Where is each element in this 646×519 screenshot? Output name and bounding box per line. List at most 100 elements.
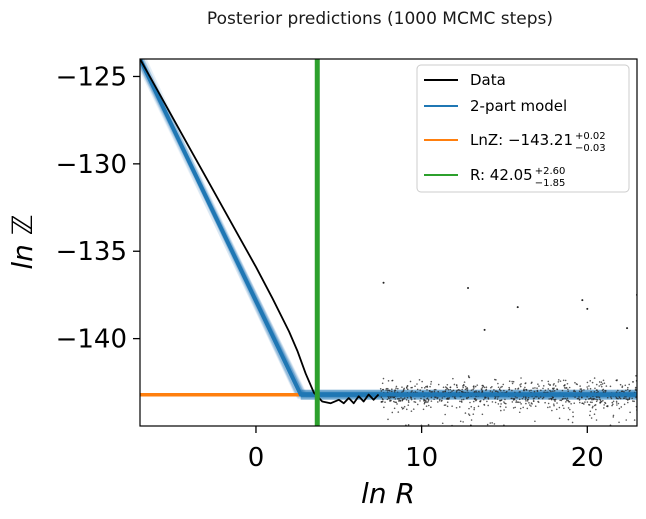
scatter-point bbox=[519, 384, 521, 386]
scatter-point bbox=[595, 383, 598, 386]
scatter-point bbox=[481, 391, 484, 393]
scatter-point bbox=[548, 398, 550, 400]
scatter-point bbox=[599, 401, 602, 403]
scatter-point bbox=[405, 398, 408, 401]
scatter-point bbox=[380, 390, 383, 392]
scatter-point bbox=[427, 399, 430, 401]
scatter-point bbox=[536, 390, 539, 393]
scatter-point bbox=[590, 417, 593, 419]
scatter-point bbox=[474, 397, 477, 400]
scatter-point bbox=[631, 397, 633, 400]
scatter-outlier bbox=[467, 286, 470, 289]
scatter-point bbox=[609, 396, 612, 398]
scatter-point bbox=[483, 386, 486, 389]
chart-title: Posterior predictions (1000 MCMC steps) bbox=[207, 9, 553, 29]
scatter-point bbox=[586, 386, 588, 388]
scatter-point bbox=[618, 397, 621, 399]
scatter-point bbox=[430, 396, 433, 399]
scatter-point bbox=[600, 381, 603, 384]
scatter-point bbox=[458, 406, 461, 408]
scatter-point bbox=[391, 388, 393, 391]
scatter-point bbox=[542, 385, 545, 387]
scatter-point bbox=[391, 379, 394, 382]
scatter-point bbox=[572, 415, 574, 418]
scatter-point bbox=[603, 382, 606, 385]
scatter-point bbox=[504, 398, 506, 401]
scatter-point bbox=[402, 390, 404, 393]
scatter-point bbox=[632, 381, 634, 383]
scatter-point bbox=[481, 387, 484, 389]
scatter-point bbox=[425, 385, 427, 388]
scatter-point bbox=[578, 396, 580, 398]
scatter-point bbox=[532, 387, 534, 390]
scatter-point bbox=[487, 429, 489, 431]
scatter-point bbox=[497, 386, 500, 389]
scatter-point bbox=[593, 390, 596, 393]
scatter-point bbox=[540, 389, 542, 392]
scatter-point bbox=[387, 389, 389, 392]
scatter-point bbox=[520, 403, 522, 405]
scatter-point bbox=[473, 407, 476, 409]
scatter-point bbox=[385, 389, 387, 391]
scatter-point bbox=[583, 389, 585, 391]
scatter-point bbox=[514, 406, 516, 409]
scatter-point bbox=[524, 386, 526, 389]
scatter-point bbox=[600, 383, 602, 386]
scatter-point bbox=[505, 390, 508, 393]
scatter-point bbox=[612, 414, 615, 417]
scatter-point bbox=[588, 397, 591, 400]
scatter-point bbox=[416, 388, 419, 391]
scatter-point bbox=[542, 396, 545, 399]
legend-sup-lnz: +0.02 bbox=[575, 131, 606, 142]
scatter-point bbox=[491, 385, 493, 388]
scatter-point bbox=[519, 407, 522, 410]
scatter-point bbox=[485, 389, 487, 392]
scatter-point bbox=[459, 389, 461, 392]
scatter-point bbox=[574, 390, 576, 393]
scatter-point bbox=[487, 404, 489, 407]
scatter-point bbox=[579, 385, 581, 387]
scatter-point bbox=[402, 407, 405, 409]
scatter-point bbox=[561, 398, 564, 400]
scatter-point bbox=[442, 386, 445, 389]
scatter-point bbox=[563, 387, 566, 389]
scatter-point bbox=[628, 397, 631, 399]
scatter-point bbox=[616, 404, 618, 406]
scatter-point bbox=[500, 386, 502, 389]
scatter-point bbox=[444, 390, 447, 393]
scatter-point bbox=[482, 384, 484, 387]
scatter-point bbox=[559, 380, 562, 382]
scatter-point bbox=[606, 405, 609, 407]
scatter-outlier bbox=[586, 307, 589, 310]
scatter-point bbox=[426, 401, 428, 404]
scatter-point bbox=[522, 396, 525, 398]
scatter-point bbox=[552, 390, 554, 392]
scatter-point bbox=[423, 387, 426, 389]
scatter-point bbox=[525, 400, 527, 402]
scatter-point bbox=[382, 388, 384, 391]
scatter-point bbox=[526, 400, 529, 402]
scatter-point bbox=[494, 397, 496, 400]
scatter-point bbox=[515, 401, 517, 404]
scatter-point bbox=[526, 398, 529, 401]
scatter-point bbox=[570, 402, 572, 405]
scatter-point bbox=[475, 390, 477, 392]
scatter-point bbox=[491, 422, 493, 424]
scatter-point bbox=[473, 391, 476, 393]
scatter-point bbox=[396, 398, 399, 400]
scatter-point bbox=[456, 386, 458, 389]
scatter-point bbox=[433, 389, 436, 391]
scatter-point bbox=[515, 400, 518, 402]
scatter-point bbox=[595, 419, 598, 421]
scatter-point bbox=[464, 385, 467, 388]
scatter-point bbox=[620, 406, 623, 408]
scatter-point bbox=[603, 407, 605, 409]
scatter-point bbox=[508, 386, 510, 389]
scatter-point bbox=[612, 400, 615, 403]
scatter-outlier bbox=[516, 306, 519, 309]
scatter-point bbox=[503, 402, 506, 404]
scatter-point bbox=[493, 378, 496, 381]
scatter-point bbox=[621, 386, 624, 389]
scatter-point bbox=[401, 386, 403, 388]
